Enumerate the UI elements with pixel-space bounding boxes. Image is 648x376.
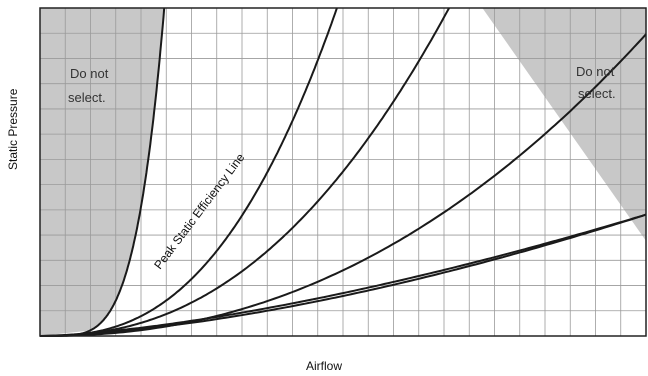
left-do-not-select-region (40, 8, 165, 336)
system-curve-6 (39, 213, 647, 337)
plot-frame (39, 7, 647, 337)
shaded-regions (40, 8, 646, 336)
right-region-label-line1: Do not (576, 64, 615, 79)
y-axis-label: Static Pressure (6, 88, 20, 170)
curve-lines (39, 7, 647, 337)
right-do-not-select-region (482, 8, 646, 241)
right-region-label-line2: select. (578, 86, 616, 101)
x-axis-label: Airflow (305, 359, 342, 373)
system-curve-5 (40, 213, 647, 337)
peak-efficiency-label: Peak Static Efficiency Line (151, 150, 247, 271)
left-region-label-line2: select. (68, 90, 106, 105)
left-region-label-line1: Do not (70, 66, 109, 81)
system-curve-4 (40, 33, 647, 337)
